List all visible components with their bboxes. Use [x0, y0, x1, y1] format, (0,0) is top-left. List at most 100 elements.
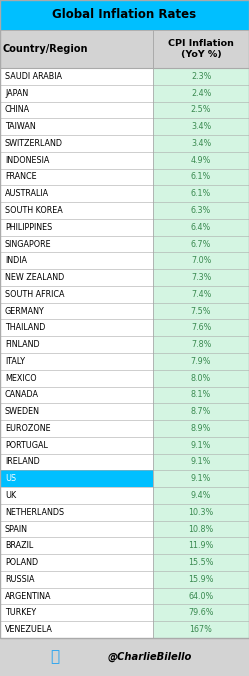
Text: 15.5%: 15.5%	[188, 558, 214, 567]
Bar	[0, 101, 153, 118]
Text: 15.9%: 15.9%	[188, 575, 214, 584]
Text: BRAZIL: BRAZIL	[5, 541, 33, 550]
Text: 10.8%: 10.8%	[188, 525, 214, 533]
Bar	[153, 135, 249, 152]
Bar	[0, 571, 153, 587]
Bar	[153, 168, 249, 185]
Text: PHILIPPINES: PHILIPPINES	[5, 223, 52, 232]
Text: NEW ZEALAND: NEW ZEALAND	[5, 273, 64, 282]
Bar	[153, 353, 249, 370]
Bar	[0, 521, 153, 537]
Text: MEXICO: MEXICO	[5, 374, 37, 383]
Bar	[0, 604, 153, 621]
Text: 2.4%: 2.4%	[191, 89, 211, 97]
Bar	[153, 504, 249, 521]
Text: TAIWAN: TAIWAN	[5, 122, 36, 131]
Bar	[0, 303, 153, 320]
Text: Country/Region: Country/Region	[2, 44, 88, 54]
Bar	[0, 504, 153, 521]
Text: IRELAND: IRELAND	[5, 458, 40, 466]
Bar	[153, 118, 249, 135]
Bar	[0, 420, 153, 437]
Bar	[153, 587, 249, 604]
Bar	[153, 269, 249, 286]
Bar	[0, 320, 153, 336]
Text: NETHERLANDS: NETHERLANDS	[5, 508, 64, 516]
Text: CHINA: CHINA	[5, 105, 30, 114]
Bar	[0, 84, 153, 101]
Text: 9.4%: 9.4%	[191, 491, 211, 500]
Text: 7.5%: 7.5%	[191, 307, 211, 316]
Text: 6.1%: 6.1%	[191, 172, 211, 181]
Text: ARGENTINA: ARGENTINA	[5, 592, 52, 600]
Bar	[153, 320, 249, 336]
Text: UK: UK	[5, 491, 16, 500]
Bar	[0, 118, 153, 135]
Bar	[0, 587, 153, 604]
Text: 9.1%: 9.1%	[191, 441, 211, 450]
Bar	[153, 152, 249, 168]
Text: 2.3%: 2.3%	[191, 72, 211, 81]
Text: 7.6%: 7.6%	[191, 323, 211, 333]
Text: 6.3%: 6.3%	[191, 206, 211, 215]
Text: 8.9%: 8.9%	[191, 424, 211, 433]
Text: SPAIN: SPAIN	[5, 525, 28, 533]
Bar	[0, 537, 153, 554]
Bar	[0, 168, 153, 185]
Text: @CharlieBilello: @CharlieBilello	[107, 652, 191, 662]
Text: 7.9%: 7.9%	[191, 357, 211, 366]
Text: CPI Inflation
(YoY %): CPI Inflation (YoY %)	[168, 39, 234, 59]
Bar	[153, 521, 249, 537]
Bar	[0, 638, 249, 676]
Bar	[0, 219, 153, 236]
Bar	[153, 437, 249, 454]
Bar	[153, 554, 249, 571]
Text: 7.8%: 7.8%	[191, 340, 211, 349]
Text: FRANCE: FRANCE	[5, 172, 37, 181]
Text: 7.3%: 7.3%	[191, 273, 211, 282]
Bar	[153, 286, 249, 303]
Text: FINLAND: FINLAND	[5, 340, 40, 349]
Text: INDONESIA: INDONESIA	[5, 155, 49, 165]
Bar	[153, 487, 249, 504]
Bar	[153, 454, 249, 470]
Text: 🐦: 🐦	[50, 650, 59, 665]
Bar	[0, 404, 153, 420]
Bar	[0, 202, 153, 219]
Bar	[0, 336, 153, 353]
Text: 3.4%: 3.4%	[191, 139, 211, 148]
Bar	[153, 101, 249, 118]
Text: TURKEY: TURKEY	[5, 608, 36, 617]
Text: 9.1%: 9.1%	[191, 458, 211, 466]
Bar	[0, 621, 153, 638]
Text: 8.7%: 8.7%	[191, 407, 211, 416]
Bar	[153, 185, 249, 202]
Bar	[153, 420, 249, 437]
Text: INDIA: INDIA	[5, 256, 27, 265]
Bar	[153, 470, 249, 487]
Bar	[153, 68, 249, 84]
Text: PORTUGAL: PORTUGAL	[5, 441, 48, 450]
Text: THAILAND: THAILAND	[5, 323, 45, 333]
Bar	[0, 437, 153, 454]
Text: 10.3%: 10.3%	[188, 508, 214, 516]
Text: 79.6%: 79.6%	[188, 608, 214, 617]
Bar	[0, 454, 153, 470]
Bar	[0, 470, 153, 487]
Bar	[0, 152, 153, 168]
Bar	[0, 554, 153, 571]
Bar	[153, 236, 249, 252]
Text: 3.4%: 3.4%	[191, 122, 211, 131]
Bar	[153, 84, 249, 101]
Bar	[153, 336, 249, 353]
Text: 64.0%: 64.0%	[188, 592, 214, 600]
Text: 4.9%: 4.9%	[191, 155, 211, 165]
Text: 2.5%: 2.5%	[191, 105, 211, 114]
Bar	[153, 303, 249, 320]
Bar	[153, 537, 249, 554]
Bar	[153, 252, 249, 269]
Bar	[153, 370, 249, 387]
Bar	[153, 219, 249, 236]
Bar	[0, 487, 153, 504]
Text: RUSSIA: RUSSIA	[5, 575, 34, 584]
